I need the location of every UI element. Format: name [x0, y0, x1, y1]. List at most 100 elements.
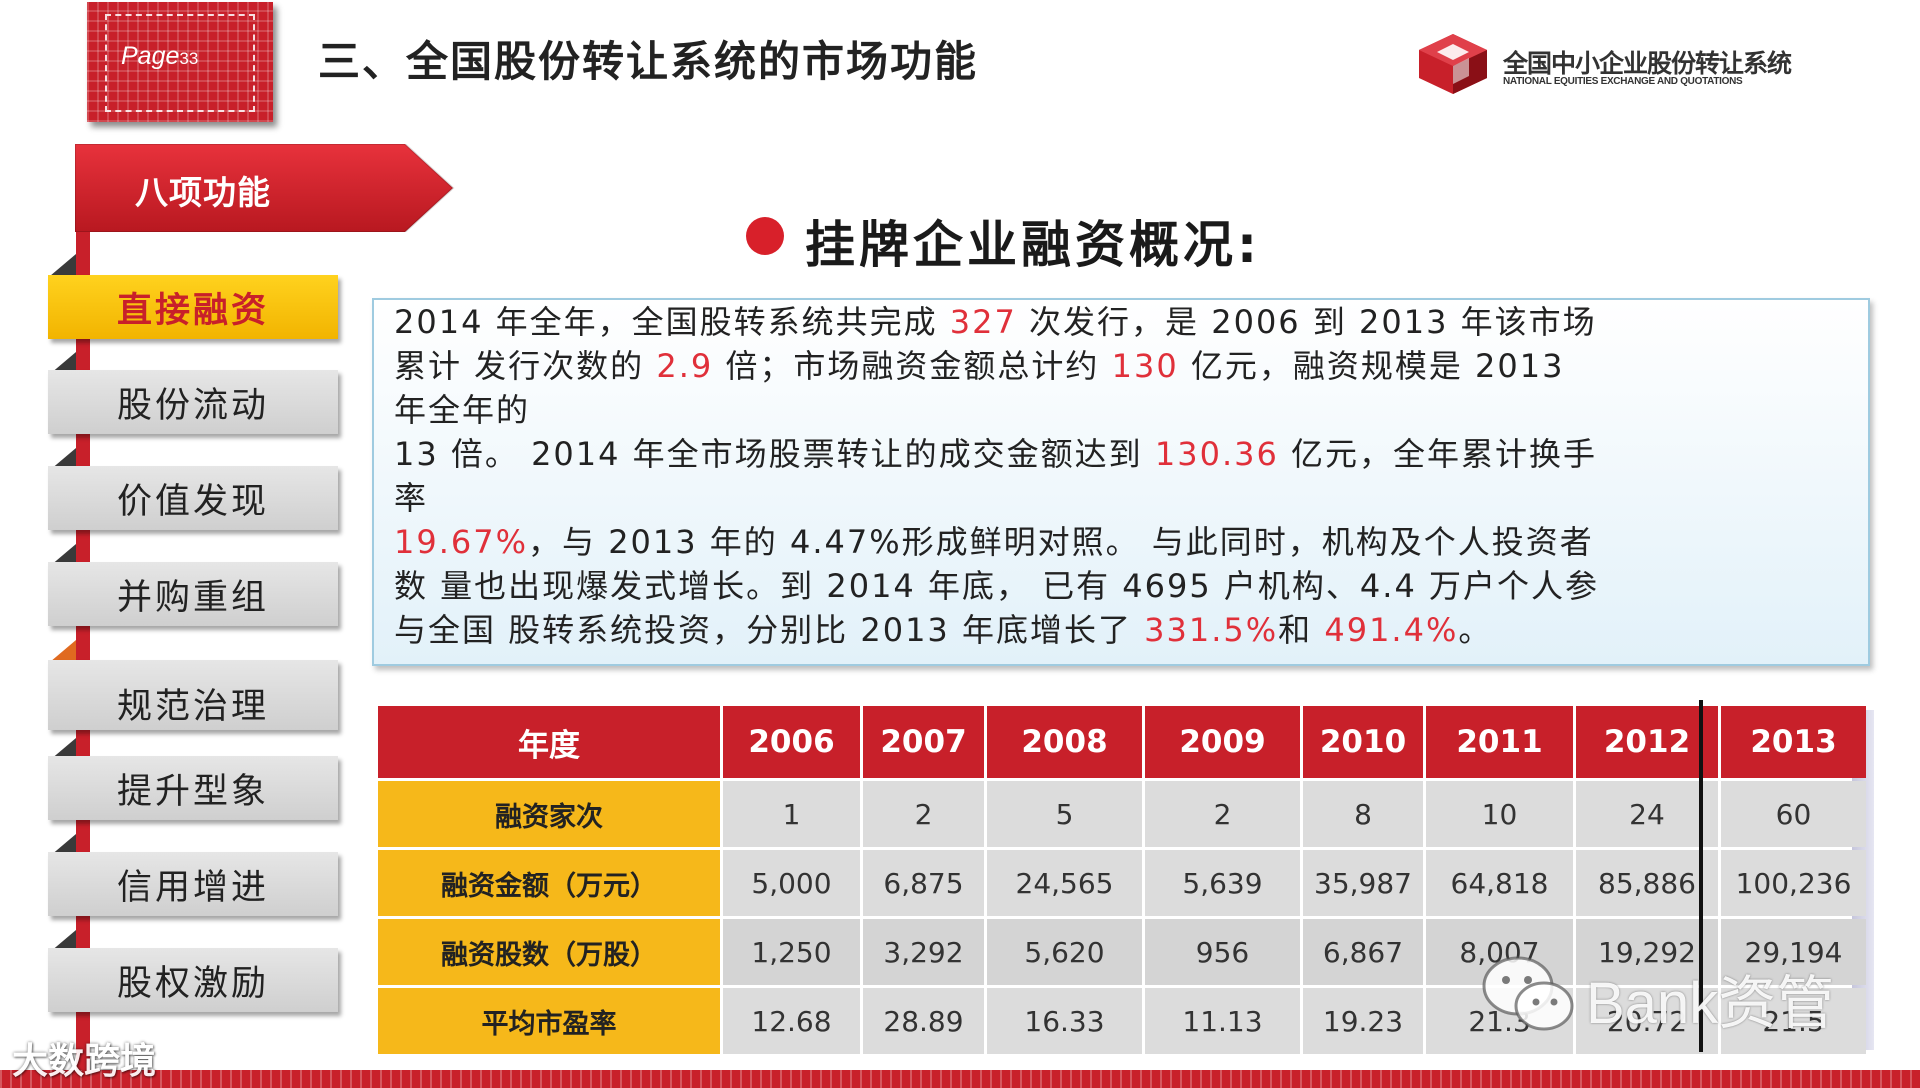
year-header: 2008 [987, 706, 1142, 778]
table-cell: 1 [723, 781, 860, 847]
table-cell: 956 [1145, 919, 1300, 985]
bottom-band [0, 1070, 1920, 1088]
summary-line-6: 19.67%，与 2013 年的 4.47%形成鲜明对照。 与此同时，机构及个人… [394, 523, 1594, 561]
table-header-row: 年度 2006 2007 2008 2009 2010 2011 2012 20… [378, 706, 1866, 778]
table-cell: 20.72 [1576, 988, 1718, 1054]
highlight-number: 130.36 [1154, 435, 1279, 473]
nav-item-label: 股权激励 [116, 963, 269, 1004]
table-cell: 11.13 [1145, 988, 1300, 1054]
table-cell: 24,565 [987, 850, 1142, 916]
table-cell: 2 [1145, 781, 1300, 847]
nav-item-share-liquidity[interactable]: 股份流动 [48, 370, 338, 434]
nav-item-governance[interactable]: 规范治理 [48, 660, 338, 730]
nav-item-value-discovery[interactable]: 价值发现 [48, 466, 338, 530]
nav-item-mergers[interactable]: 并购重组 [48, 562, 338, 626]
watermark-right-text: Bank资管 [1586, 971, 1835, 1036]
nav-item-image[interactable]: 提升型象 [48, 756, 338, 820]
nav-item-label: 提升型象 [116, 771, 269, 812]
table-row: 融资家次 1 2 5 2 8 10 24 60 [378, 781, 1866, 847]
table-cell: 64,818 [1426, 850, 1573, 916]
table-cell: 35,987 [1303, 850, 1423, 916]
summary-line-4: 13 倍。 2014 年全市场股票转让的成交金额达到 130.36 亿元，全年累… [394, 435, 1598, 473]
nav-item-label: 价值发现 [116, 481, 269, 522]
nav-banner: 八项功能 [75, 144, 455, 232]
year-header: 2010 [1303, 706, 1423, 778]
table-row: 平均市盈率 12.68 28.89 16.33 11.13 19.23 21.3… [378, 988, 1866, 1054]
table-column-divider [1699, 700, 1703, 1052]
table-cell: 28.89 [863, 988, 984, 1054]
logo-cn-text: 全国中小企业股份转让系统 [1503, 49, 1792, 78]
page-badge: Page33 [87, 2, 273, 122]
nav-item-equity-incentive[interactable]: 股权激励 [48, 948, 338, 1012]
table-cell: 1,250 [723, 919, 860, 985]
neeq-cube-logo-icon [1419, 34, 1487, 94]
watermark-left: 大数跨境 [12, 1041, 157, 1082]
summary-line-8: 与全国 股转系统投资，分别比 2013 年底增长了 331.5%和 491.4%… [394, 611, 1493, 649]
nav-connector-icon [50, 930, 76, 952]
nav-connector-icon [50, 254, 76, 276]
table-cell: 6,867 [1303, 919, 1423, 985]
summary-line-3: 年全年的 [394, 391, 531, 429]
summary-line-7: 数 量也出现爆发式增长。到 2014 年底， 已有 4695 户机构、4.4 万… [394, 567, 1599, 605]
table-cell: 60 [1721, 781, 1866, 847]
table-cell: 19,292 [1576, 919, 1718, 985]
year-header: 2011 [1426, 706, 1573, 778]
highlight-number: 327 [949, 303, 1017, 341]
row-header: 融资金额（万元） [378, 850, 720, 916]
logo: 全国中小企业股份转让系统 NATIONAL EQUITIES EXCHANGE … [1415, 30, 1875, 100]
year-header: 2012 [1576, 706, 1718, 778]
highlight-number: 2.9 [656, 347, 714, 385]
table-cell: 5,620 [987, 919, 1142, 985]
section-heading-text: 挂牌企业融资概况: [805, 216, 1261, 274]
nav-connector-icon [50, 352, 76, 374]
nav-connector-icon [50, 544, 76, 566]
nav-connector-icon [50, 640, 76, 662]
red-dot-bullet-icon [746, 217, 784, 255]
page-title: 三、全国股份转让系统的市场功能 [318, 37, 979, 86]
row-header: 融资家次 [378, 781, 720, 847]
nav-connector-icon [50, 738, 76, 760]
nav-item-label: 规范治理 [116, 686, 269, 727]
table-corner-header: 年度 [378, 706, 720, 778]
wechat-icon [1482, 956, 1574, 1031]
table-cell: 8 [1303, 781, 1423, 847]
nav-item-label: 股份流动 [116, 385, 269, 426]
table-cell: 21.5 [1721, 988, 1866, 1054]
summary-line-1: 2014 年全年，全国股转系统共完成 327 次发行，是 2006 到 2013… [394, 303, 1597, 341]
nav-item-label: 并购重组 [116, 577, 269, 618]
highlight-number: 19.67% [394, 523, 529, 561]
table-cell: 6,875 [863, 850, 984, 916]
summary-line-2: 累计 发行次数的 2.9 倍；市场融资金额总计约 130 亿元，融资规模是 20… [394, 347, 1565, 385]
logo-en-text: NATIONAL EQUITIES EXCHANGE AND QUOTATION… [1503, 76, 1743, 87]
year-header: 2007 [863, 706, 984, 778]
table-cell: 10 [1426, 781, 1573, 847]
table-cell: 19.23 [1303, 988, 1423, 1054]
nav-item-credit[interactable]: 信用增进 [48, 852, 338, 916]
nav-banner-label: 八项功能 [135, 173, 271, 212]
table-cell: 85,886 [1576, 850, 1718, 916]
table-cell: 5,639 [1145, 850, 1300, 916]
table-cell: 12.68 [723, 988, 860, 1054]
row-header: 融资股数（万股） [378, 919, 720, 985]
highlight-number: 491.4% [1324, 611, 1459, 649]
highlight-number: 130 [1111, 347, 1179, 385]
highlight-number: 331.5% [1144, 611, 1279, 649]
summary-line-5: 率 [394, 479, 429, 517]
year-header: 2006 [723, 706, 860, 778]
table-row: 融资金额（万元） 5,000 6,875 24,565 5,639 35,987… [378, 850, 1866, 916]
table-cell: 5,000 [723, 850, 860, 916]
page-number: 33 [179, 49, 199, 68]
banner-arrow-shape [75, 144, 455, 232]
nav-item-direct-financing[interactable]: 直接融资 [48, 275, 338, 339]
page-badge-border [105, 14, 255, 112]
nav-connector-icon [50, 834, 76, 856]
watermark-right: Bank资管 [1478, 950, 1878, 1040]
table-cell: 5 [987, 781, 1142, 847]
table-cell: 2 [863, 781, 984, 847]
table-cell: 16.33 [987, 988, 1142, 1054]
page-label: Page33 [121, 42, 199, 70]
summary-text-box: 2014 年全年，全国股转系统共完成 327 次发行，是 2006 到 2013… [372, 298, 1870, 666]
table-cell: 100,236 [1721, 850, 1866, 916]
nav-connector-icon [50, 448, 76, 470]
year-header: 2009 [1145, 706, 1300, 778]
